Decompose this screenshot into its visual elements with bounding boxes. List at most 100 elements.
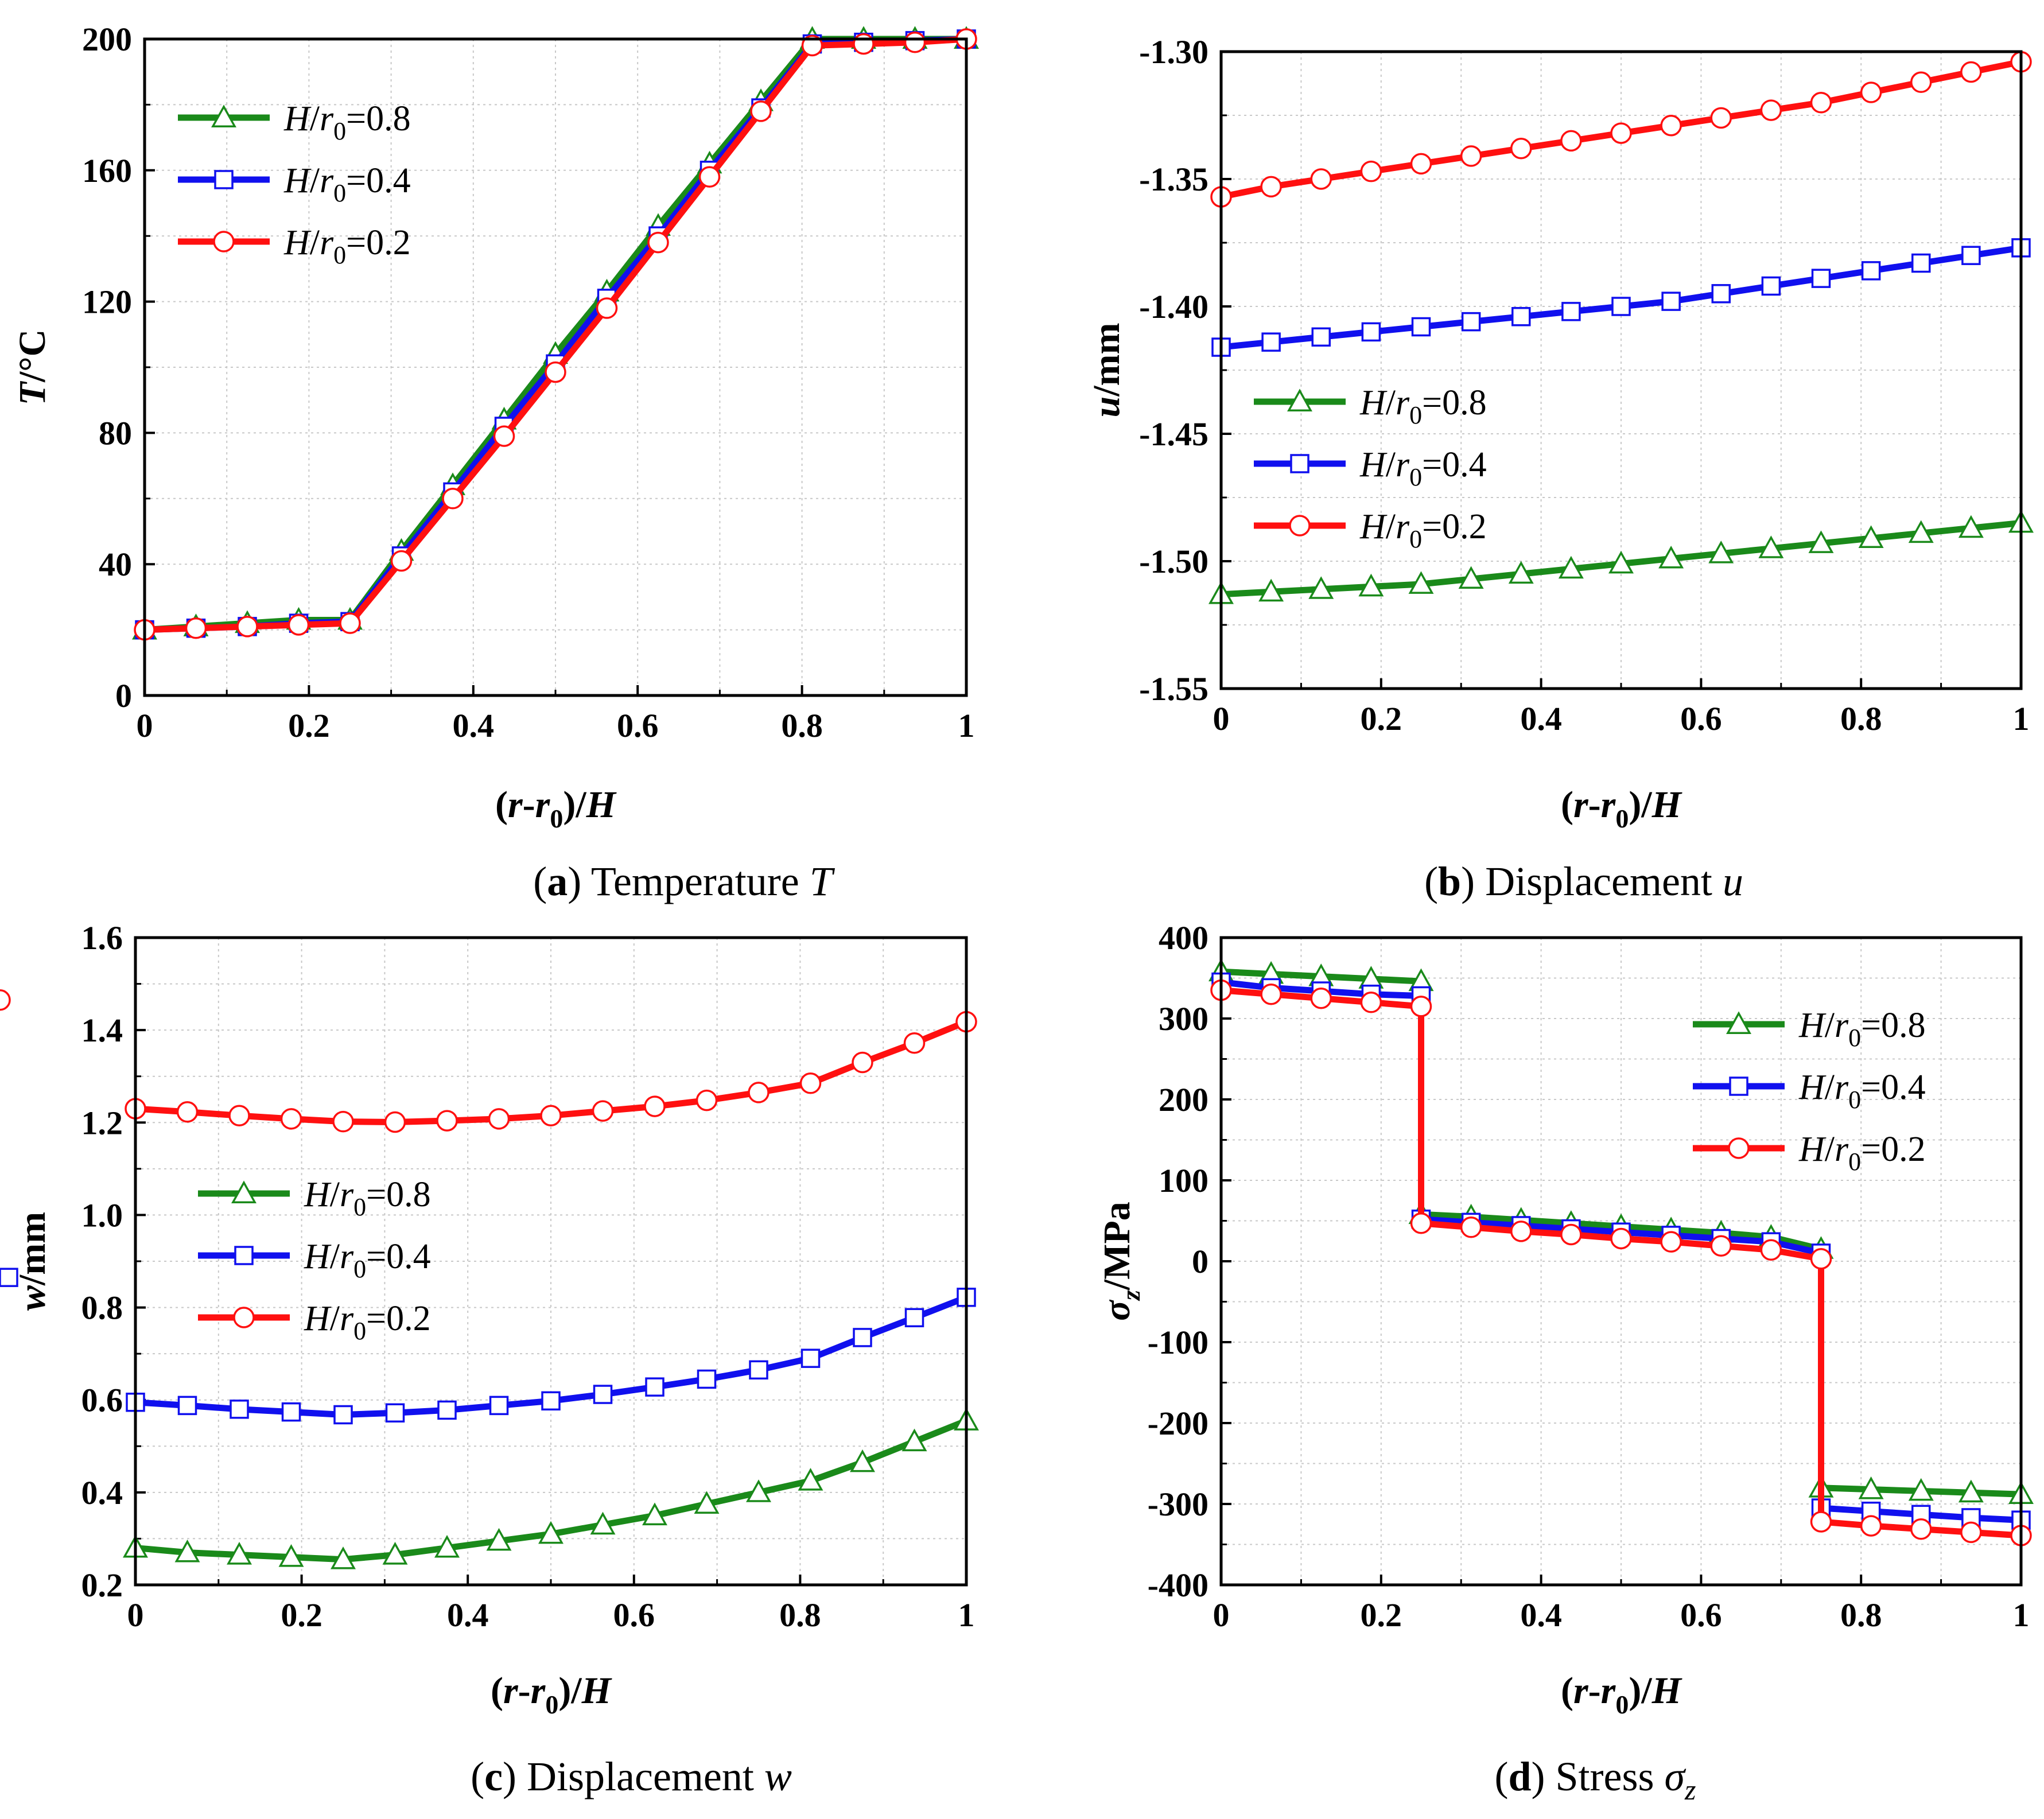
legend-sub: 0 [1848, 1086, 1861, 1114]
x-tick-label: 0.6 [1680, 700, 1722, 737]
data-point [385, 1403, 405, 1423]
y-tick-label: -1.50 [1139, 543, 1208, 580]
legend-h: H [1359, 383, 1388, 422]
xlabel-minus: - [1588, 784, 1601, 826]
caption-symbol: w [764, 1754, 792, 1799]
data-point [1811, 269, 1831, 288]
y-axis-label: u/mm [1086, 322, 1128, 417]
xlabel-sub: 0 [545, 1690, 558, 1719]
data-point [1510, 137, 1532, 160]
y-tick-label: 0.2 [81, 1567, 123, 1604]
data-point [1410, 1212, 1432, 1234]
y-tick-label: -400 [1148, 1567, 1208, 1604]
data-point [1460, 145, 1482, 167]
legend-value: 0.2 [366, 223, 411, 262]
y-tick-label: -300 [1148, 1486, 1208, 1523]
data-point [332, 1110, 354, 1133]
legend-r: r [320, 99, 334, 138]
legend-label: H/r0=0.8 [283, 99, 411, 145]
data-point [1810, 1248, 1832, 1270]
data-point [1460, 1216, 1482, 1238]
legend-slash: / [1825, 1068, 1835, 1107]
x-tick-label: 1 [2013, 700, 2030, 737]
series-red [1210, 51, 2032, 208]
legend-eq: = [366, 1237, 386, 1276]
data-point [1958, 1479, 1984, 1503]
x-tick-label: 0 [1213, 1596, 1230, 1634]
data-point [1660, 115, 1682, 137]
data-point [1761, 276, 1781, 296]
legend-value: 0.4 [1881, 1068, 1926, 1107]
legend-eq: = [1422, 507, 1442, 546]
y-tick-label: -1.30 [1139, 33, 1208, 71]
data-point [331, 1546, 356, 1569]
data-point [1408, 571, 1434, 594]
legend-marker [234, 1246, 254, 1265]
chart-panel-d: 0 0.2 0.4 0.6 0.8 1-400-300-200-1000100200300… [1096, 919, 2034, 1806]
series-blue [1211, 238, 2031, 357]
xlabel-close: )/ [1629, 784, 1653, 826]
legend-r: r [1835, 1130, 1849, 1169]
caption-letter: a [547, 858, 568, 904]
legend-marker [1290, 454, 1309, 473]
legend-value: 0.8 [366, 99, 411, 138]
x-tick-label: 0.2 [1361, 1596, 1402, 1634]
data-point [486, 1528, 512, 1551]
legend-slash: / [1825, 1006, 1835, 1045]
y-tick-label: 0.6 [81, 1382, 123, 1419]
legend-slash: / [1386, 445, 1396, 484]
data-point [0, 1268, 18, 1287]
y-tick-label: 300 [1159, 1000, 1208, 1037]
y-tick-label: 80 [99, 414, 132, 452]
panel-caption: (c) Displacement w [471, 1754, 792, 1799]
legend-value: 0.8 [386, 1175, 431, 1214]
legend-r: r [1396, 445, 1410, 484]
legend-eq: = [1861, 1068, 1881, 1107]
legend-value: 0.2 [1442, 507, 1487, 546]
legend-slash: / [310, 99, 320, 138]
legend-h: H [1798, 1006, 1827, 1045]
data-point [903, 1032, 926, 1054]
xlabel-open: ( [491, 1670, 503, 1712]
legend-h: H [1359, 445, 1388, 484]
series-red [1210, 979, 2032, 1546]
xlabel-r: r [1573, 1670, 1589, 1712]
y-tick-label: 40 [99, 546, 132, 583]
data-point [228, 1105, 250, 1126]
x-tick-label: 1 [2013, 1596, 2030, 1634]
ylabel-unit: /mm [1086, 322, 1128, 397]
legend-value: 0.8 [1881, 1006, 1926, 1045]
x-tick-label: 0.2 [281, 1596, 322, 1634]
caption-paren-close: ) [503, 1754, 516, 1799]
plot-frame [134, 936, 968, 1587]
legend-sub: 0 [333, 241, 346, 269]
y-tick-label: 1.6 [81, 919, 123, 957]
legend-value: 0.2 [1881, 1130, 1926, 1169]
data-point [590, 1511, 616, 1535]
legend-sub: 0 [1409, 401, 1422, 429]
chart-panel-c: 0 0.2 0.4 0.6 0.8 10.20.40.60.81.01.21.41.6H/… [0, 919, 979, 1799]
series-blue [0, 1268, 976, 1425]
grid [1221, 52, 2021, 689]
series-line [144, 36, 967, 633]
xlabel-minus: - [518, 1670, 531, 1712]
series-blue [1211, 972, 2031, 1530]
xlabel-r: r [508, 784, 523, 826]
legend-eq: = [1861, 1006, 1881, 1045]
data-point [287, 614, 310, 636]
data-point [1611, 297, 1631, 316]
data-point [1260, 983, 1282, 1005]
x-tick-label: 0.8 [1840, 700, 1882, 737]
data-point [642, 1502, 667, 1526]
legend-r: r [1835, 1006, 1849, 1045]
legend-h: H [1798, 1068, 1827, 1107]
data-point [1458, 566, 1484, 589]
legend-h: H [304, 1299, 332, 1338]
plot-frame [1219, 936, 2023, 1587]
caption-paren-close: ) [1532, 1754, 1545, 1799]
data-point [339, 612, 361, 634]
x-axis-label: (r-r0)/H [1561, 784, 1683, 833]
legend-label: H/r0=0.4 [1359, 445, 1487, 491]
data-point [1610, 1227, 1632, 1250]
data-point [1710, 107, 1732, 129]
